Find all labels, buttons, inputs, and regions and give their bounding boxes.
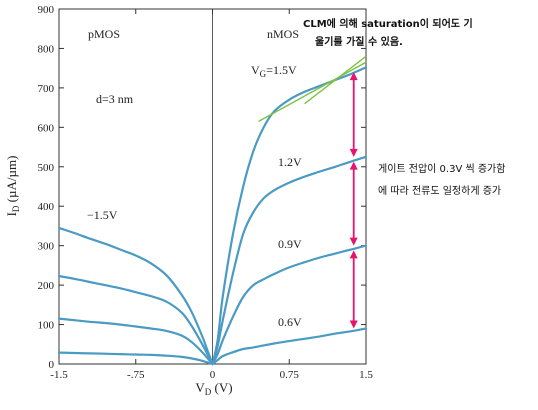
ticks: 0 100 200 300 400 500 600 700 800 900 -1.5 -.75 0 0.7… bbox=[38, 4, 374, 381]
clm-note-line1: CLM에 의해 saturation이 되어도 기 bbox=[303, 17, 473, 30]
vg-0.6v-label: 0.6V bbox=[278, 315, 302, 329]
clm-lines bbox=[258, 55, 367, 123]
y-tick-label: 900 bbox=[38, 4, 55, 16]
series-line-6 bbox=[57, 274, 214, 366]
nmos-label: nMOS bbox=[267, 27, 299, 41]
pmos-label: pMOS bbox=[88, 27, 120, 41]
x-tick-label: 1.5 bbox=[359, 369, 373, 381]
y-tick-label: 800 bbox=[38, 43, 55, 55]
clm-tangent-line-2 bbox=[304, 55, 367, 105]
gate-note-line1: 게이트 전압이 0.3V 씩 증가함 bbox=[378, 162, 505, 175]
arrow-2 bbox=[349, 161, 358, 246]
x-tick-label: 0.75 bbox=[280, 369, 300, 381]
vg-0.9v-label: 0.9V bbox=[278, 237, 302, 251]
arrows bbox=[349, 72, 358, 329]
vg-minus-1.5v-label: −1.5V bbox=[87, 208, 118, 222]
y-axis-label: ID (µA/µm) bbox=[4, 156, 21, 217]
clm-tangent-line-1 bbox=[258, 61, 367, 123]
axes bbox=[58, 8, 367, 365]
y-tick-label: 0 bbox=[49, 359, 55, 371]
x-tick-label: -1.5 bbox=[50, 369, 68, 381]
y-tick-label: 100 bbox=[38, 320, 55, 332]
series-line-4 bbox=[211, 327, 368, 366]
y-tick-label: 500 bbox=[38, 162, 55, 174]
y-tick-label: 300 bbox=[38, 241, 55, 253]
series-line-8 bbox=[57, 351, 214, 366]
x-tick-label: -.75 bbox=[127, 369, 145, 381]
series-line-7 bbox=[57, 317, 214, 366]
y-tick-label: 400 bbox=[38, 201, 55, 213]
curves bbox=[57, 66, 368, 366]
thickness-label: d=3 nm bbox=[96, 92, 134, 106]
series-line-5 bbox=[57, 226, 214, 366]
vg-1.2v-label: 1.2V bbox=[278, 155, 302, 169]
x-tick-label: 0 bbox=[210, 369, 216, 381]
series-line-3 bbox=[211, 244, 368, 366]
y-tick-label: 200 bbox=[38, 280, 55, 292]
arrow-1 bbox=[349, 72, 358, 157]
clm-note-line2: 울기를 가질 수 있음. bbox=[315, 35, 403, 48]
series-line-2 bbox=[211, 155, 368, 366]
gate-note-line2: 에 따라 전류도 일정하게 증가 bbox=[378, 184, 501, 197]
arrow-3 bbox=[349, 250, 358, 329]
vg-1.5v-label: VG=1.5V bbox=[251, 63, 297, 79]
x-axis-label: VD (V) bbox=[195, 380, 232, 397]
y-tick-label: 700 bbox=[38, 83, 55, 95]
y-tick-label: 600 bbox=[38, 122, 55, 134]
